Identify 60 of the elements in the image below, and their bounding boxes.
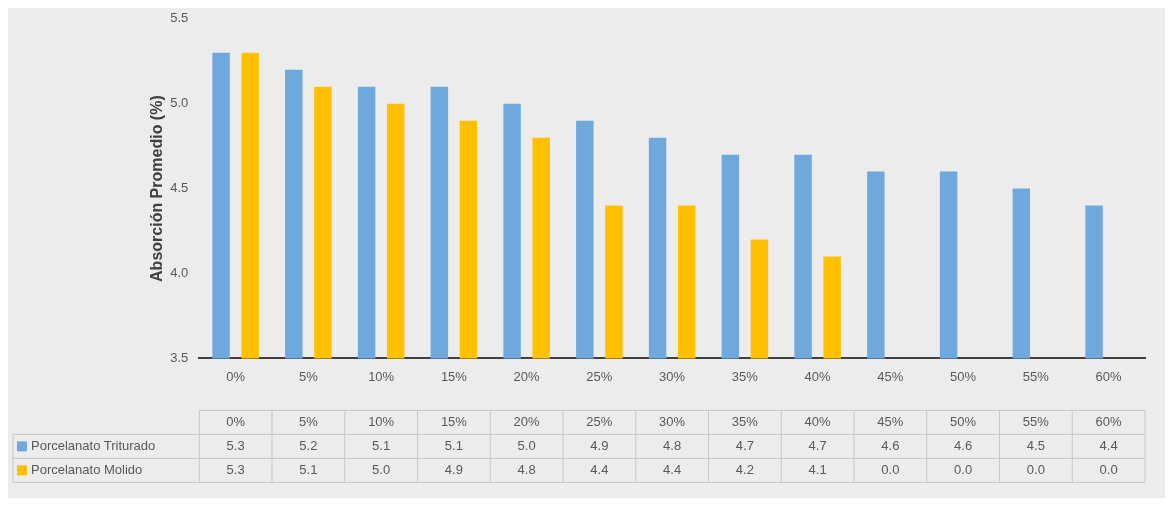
x-tick-label: 5% bbox=[299, 368, 319, 384]
x-tick-label: 45% bbox=[877, 368, 904, 384]
category-label: 10% bbox=[368, 413, 395, 429]
data-label: 4.6 bbox=[954, 437, 973, 453]
data-label: 5.3 bbox=[226, 437, 245, 453]
y-tick-label: 3.5 bbox=[170, 349, 189, 365]
x-tick-label: 0% bbox=[226, 368, 246, 384]
category-label: 20% bbox=[513, 413, 540, 429]
data-label: 4.2 bbox=[735, 461, 754, 477]
y-axis-title: Absorción Promedio (%) bbox=[148, 95, 166, 282]
data-label: 5.3 bbox=[226, 461, 245, 477]
data-label: 5.1 bbox=[372, 437, 391, 453]
category-label: 50% bbox=[950, 413, 977, 429]
data-label: 4.8 bbox=[517, 461, 536, 477]
data-label: 4.8 bbox=[663, 437, 682, 453]
category-label: 45% bbox=[877, 413, 904, 429]
data-label: 4.4 bbox=[663, 461, 682, 477]
legend-label: Porcelanato Triturado bbox=[31, 437, 156, 453]
y-tick-label: 5.0 bbox=[170, 95, 189, 111]
x-tick-label: 50% bbox=[950, 368, 977, 384]
data-label: 4.9 bbox=[444, 461, 463, 477]
data-label: 5.1 bbox=[444, 437, 463, 453]
data-label: 4.1 bbox=[808, 461, 827, 477]
legend-label: Porcelanato Molido bbox=[31, 461, 143, 477]
x-tick-label: 15% bbox=[440, 368, 468, 384]
data-label: 4.6 bbox=[881, 437, 900, 453]
category-label: 35% bbox=[731, 413, 758, 429]
y-tick-label: 4.5 bbox=[170, 180, 189, 196]
data-label: 5.1 bbox=[299, 461, 318, 477]
data-label: 5.2 bbox=[299, 437, 318, 453]
category-label: 5% bbox=[299, 413, 318, 429]
x-tick-label: 60% bbox=[1095, 368, 1123, 384]
x-tick-label: 40% bbox=[804, 368, 832, 384]
data-label: 4.7 bbox=[735, 437, 754, 453]
y-tick-label: 4.0 bbox=[170, 265, 189, 281]
x-tick-label: 35% bbox=[731, 368, 759, 384]
text: 0.0 bbox=[881, 461, 900, 477]
category-label: 0% bbox=[226, 413, 246, 429]
category-label: 30% bbox=[659, 413, 686, 429]
category-label: 25% bbox=[586, 413, 613, 429]
x-tick-label: 20% bbox=[513, 368, 541, 384]
category-label: 15% bbox=[440, 413, 467, 429]
y-tick-label: 5.5 bbox=[170, 10, 189, 26]
data-label: 4.5 bbox=[1026, 437, 1045, 453]
text: 0.0 bbox=[954, 461, 973, 477]
data-label: 4.7 bbox=[808, 437, 827, 453]
text: 0.0 bbox=[1099, 461, 1118, 477]
data-label: 4.4 bbox=[590, 461, 609, 477]
x-tick-label: 10% bbox=[368, 368, 395, 384]
x-tick-label: 55% bbox=[1022, 368, 1050, 384]
data-label: 4.9 bbox=[590, 437, 609, 453]
text: 0.0 bbox=[1026, 461, 1045, 477]
x-tick-label: 25% bbox=[586, 368, 613, 384]
category-label: 55% bbox=[1022, 413, 1049, 429]
category-label: 40% bbox=[804, 413, 831, 429]
data-label: 5.0 bbox=[517, 437, 536, 453]
x-tick-label: 30% bbox=[659, 368, 686, 384]
data-label: 5.0 bbox=[372, 461, 391, 477]
category-label: 60% bbox=[1095, 413, 1122, 429]
data-label: 4.4 bbox=[1099, 437, 1118, 453]
